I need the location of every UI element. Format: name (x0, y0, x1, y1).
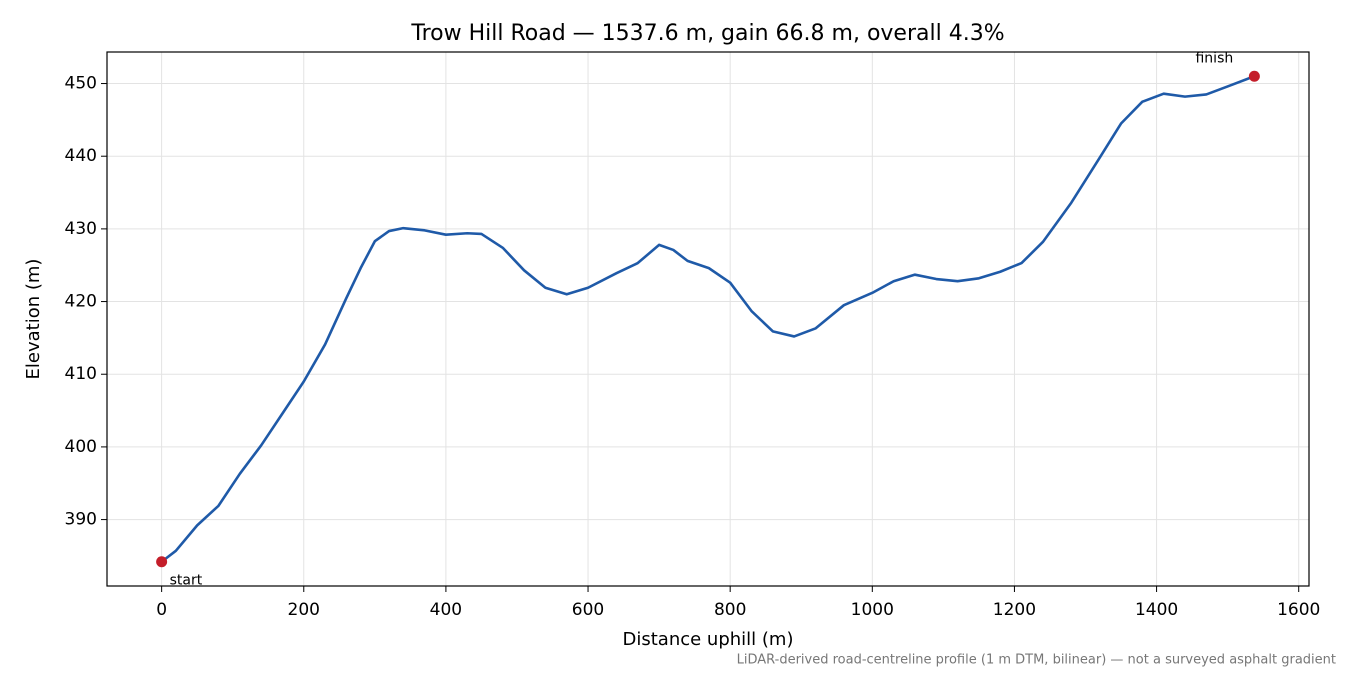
plot-frame (106, 51, 1310, 587)
endpoint-marker (156, 556, 168, 568)
footnote: LiDAR-derived road-centreline profile (1… (737, 653, 1336, 668)
y-tick-label: 440 (65, 146, 97, 166)
x-tick-label: 1200 (993, 600, 1036, 620)
x-tick-label: 800 (714, 600, 746, 620)
x-tick-label: 1000 (851, 600, 894, 620)
x-axis-label: Distance uphill (m) (623, 629, 794, 650)
elevation-line (160, 75, 1255, 563)
x-tick-label: 1400 (1135, 600, 1178, 620)
x-tick-label: 1600 (1277, 600, 1320, 620)
x-tick-label: 0 (156, 600, 167, 620)
x-tick-label: 200 (288, 600, 320, 620)
y-tick-label: 390 (65, 510, 97, 530)
endpoint-marker (1248, 70, 1260, 82)
y-tick-label: 420 (65, 292, 97, 312)
y-axis-label: Elevation (m) (23, 259, 44, 380)
endpoint-label: start (170, 573, 203, 589)
x-tick-label: 600 (572, 600, 604, 620)
y-tick-label: 450 (65, 74, 97, 94)
x-tick-label: 400 (430, 600, 462, 620)
y-tick-label: 400 (65, 437, 97, 457)
y-tick-label: 430 (65, 219, 97, 239)
endpoint-label: finish (1195, 50, 1233, 66)
y-tick-label: 410 (65, 364, 97, 384)
chart-title: Trow Hill Road — 1537.6 m, gain 66.8 m, … (410, 21, 1004, 46)
